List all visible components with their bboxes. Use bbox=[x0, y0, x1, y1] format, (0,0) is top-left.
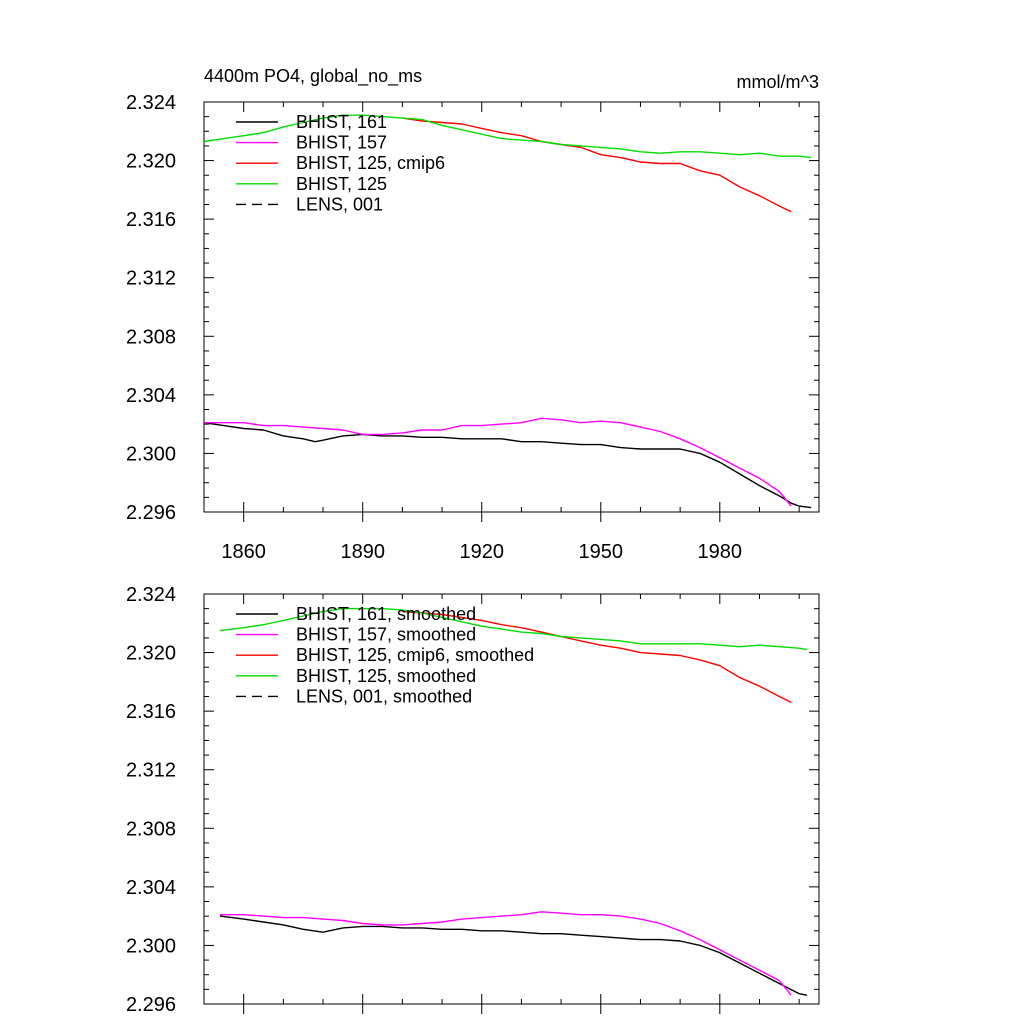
legend-label: BHIST, 125 bbox=[296, 174, 387, 194]
x-tick-label: 1890 bbox=[340, 541, 385, 563]
series-line bbox=[402, 610, 792, 704]
series-line bbox=[219, 915, 808, 996]
top-panel: 2.324 2.320 2.316 2.312 2.308 2.304 2.300 2.296… bbox=[126, 66, 820, 563]
y-tick-label: 2.324 bbox=[126, 584, 176, 606]
units-label: mmol/m^3 bbox=[737, 72, 819, 92]
y-tick-label: 2.316 bbox=[126, 209, 176, 231]
legend-label: BHIST, 157, smoothed bbox=[296, 625, 476, 645]
y-tick-label: 2.308 bbox=[126, 326, 176, 348]
legend-label: LENS, 001, smoothed bbox=[296, 686, 472, 706]
y-tick-label: 2.304 bbox=[126, 877, 176, 899]
y-tick-label: 2.296 bbox=[126, 994, 176, 1016]
x-tick-label: 1860 bbox=[221, 541, 266, 563]
y-tick-label: 2.316 bbox=[126, 701, 176, 723]
chart-title: 4400m PO4, global_no_ms bbox=[204, 66, 422, 87]
y-tick-label: 2.300 bbox=[126, 935, 176, 957]
y-tick-label: 2.308 bbox=[126, 818, 176, 840]
legend-label: BHIST, 157 bbox=[296, 133, 387, 153]
series-line bbox=[203, 114, 812, 159]
legend-label: BHIST, 161, smoothed bbox=[296, 604, 476, 624]
y-tick-label: 2.304 bbox=[126, 385, 176, 407]
y-tick-label: 2.312 bbox=[126, 760, 176, 782]
series-line bbox=[219, 911, 792, 996]
y-tick-label: 2.312 bbox=[126, 268, 176, 290]
x-tick-label: 1920 bbox=[459, 541, 504, 563]
x-tick-label: 1950 bbox=[579, 541, 624, 563]
bottom-panel: 2.324 2.320 2.316 2.312 2.308 2.304 2.300 2.296… bbox=[126, 584, 820, 1016]
y-tick-label: 2.320 bbox=[126, 643, 176, 665]
series-line bbox=[203, 422, 812, 509]
y-tick-label: 2.296 bbox=[126, 502, 176, 524]
series-line bbox=[204, 417, 792, 507]
series-line bbox=[402, 117, 792, 213]
x-tick-label: 1980 bbox=[698, 541, 743, 563]
legend-label: LENS, 001 bbox=[296, 194, 383, 214]
y-tick-label: 2.300 bbox=[126, 443, 176, 465]
legend-label: BHIST, 161 bbox=[296, 112, 387, 132]
legend-label: BHIST, 125, smoothed bbox=[296, 666, 476, 686]
y-tick-label: 2.324 bbox=[126, 92, 176, 114]
legend-label: BHIST, 125, cmip6 bbox=[296, 153, 445, 173]
y-tick-label: 2.320 bbox=[126, 151, 176, 173]
legend-label: BHIST, 125, cmip6, smoothed bbox=[296, 645, 534, 665]
series-line bbox=[219, 607, 808, 651]
